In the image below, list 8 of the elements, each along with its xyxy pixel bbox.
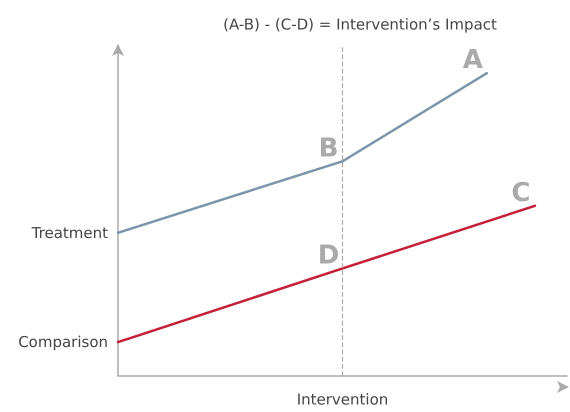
annotation: C bbox=[511, 178, 530, 208]
annotation: D bbox=[318, 240, 340, 270]
annotation: A bbox=[462, 45, 483, 76]
chart-title: (A-B) - (C-D) = Intervention’s Impact bbox=[223, 16, 498, 34]
series-label: Comparison bbox=[18, 333, 108, 352]
series-label: Treatment bbox=[30, 224, 108, 242]
annotation: B bbox=[318, 133, 338, 164]
x-axis-title: Intervention bbox=[296, 390, 388, 408]
